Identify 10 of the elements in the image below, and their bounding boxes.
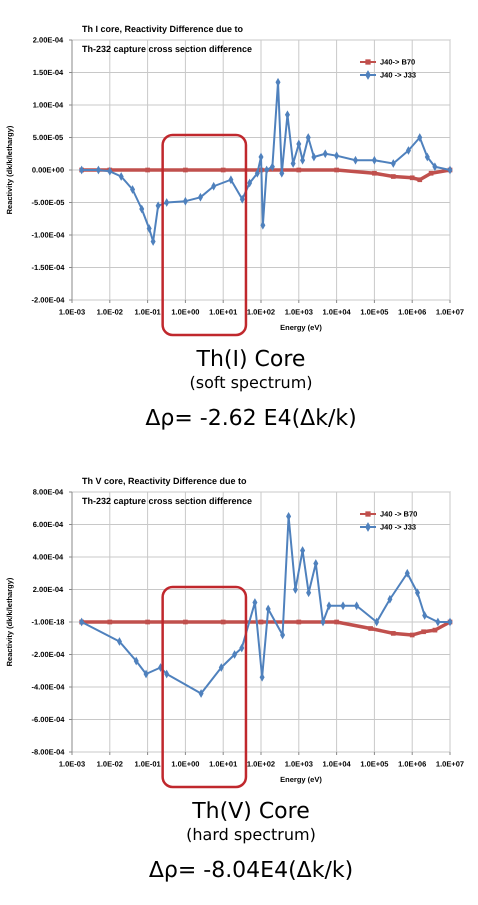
text: Δρ= -2.62 E4(Δk/k): [145, 406, 357, 431]
text: Th(I) Core: [196, 347, 306, 372]
text: (hard spectrum): [186, 825, 316, 844]
chart-subtitle: Th-232 capture cross section difference: [82, 496, 252, 506]
text: Δρ= -8.04E4(Δk/k): [148, 858, 354, 883]
chart-subtitle: Th-232 capture cross section difference: [82, 44, 252, 54]
chart-title: Th V core, Reactivity Difference due to: [82, 476, 248, 486]
text: (soft spectrum): [189, 373, 313, 392]
chart-title: Th I core, Reactivity Difference due to: [82, 24, 244, 34]
text: Th(V) Core: [191, 799, 310, 824]
